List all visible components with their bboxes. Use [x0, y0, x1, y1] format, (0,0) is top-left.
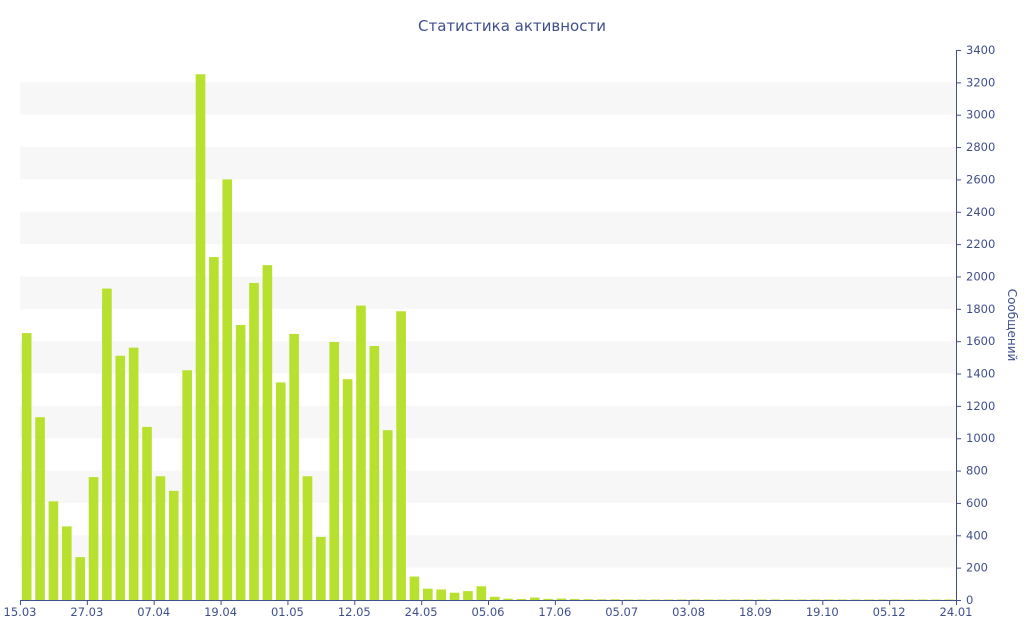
x-tick-label: 01.05: [271, 605, 304, 619]
bar: [556, 598, 567, 600]
x-tick-label: 05.07: [605, 605, 638, 619]
bar: [503, 598, 513, 600]
bar: [168, 490, 179, 600]
x-tick-label: 07.04: [137, 605, 170, 619]
bar: [155, 476, 166, 600]
bar: [489, 596, 500, 600]
x-tick-label: 19.04: [204, 605, 237, 619]
bar: [35, 417, 45, 600]
y-axis-label: Сообщений: [1005, 289, 1019, 362]
x-tick-label: 18.09: [739, 605, 772, 619]
y-tick-label: 2400: [966, 205, 995, 219]
grid-band: [20, 276, 956, 309]
bar: [128, 347, 139, 600]
bar: [115, 355, 126, 600]
bar: [102, 288, 112, 600]
grid-band: [20, 211, 956, 245]
bar: [583, 599, 594, 600]
bar: [342, 379, 353, 600]
grid-band: [20, 82, 956, 115]
bar: [275, 382, 286, 600]
y-tick-label: 600: [966, 496, 988, 510]
x-tick-label: 27.03: [70, 605, 103, 619]
y-tick-label: 1800: [966, 302, 995, 316]
x-tick-label: 24.01: [940, 605, 973, 619]
x-tick-label: 12.05: [338, 605, 371, 619]
y-tick-label: 2000: [966, 269, 995, 283]
bar: [570, 599, 580, 600]
grid-band: [20, 147, 956, 180]
y-tick-label: 1200: [966, 399, 995, 413]
bar: [356, 305, 366, 600]
bars-group: [21, 74, 955, 600]
y-tick-label: 2600: [966, 172, 995, 186]
bar: [423, 588, 433, 600]
chart-title: Статистика активности: [418, 17, 606, 35]
bar: [409, 576, 420, 600]
bar: [463, 591, 473, 600]
bar: [543, 598, 553, 600]
x-tick-label: 19.10: [806, 605, 839, 619]
x-tick-label: 17.06: [538, 605, 571, 619]
x-tick-labels: 15.03 27.03 07.04 19.04 01.05 12.05 24.05 05.06…: [4, 600, 973, 619]
x-tick-label: 15.03: [4, 605, 37, 619]
bar: [289, 333, 299, 600]
y-tick-label: 1400: [966, 367, 995, 381]
bar: [209, 257, 219, 600]
grid-band: [20, 405, 956, 439]
bar: [302, 476, 313, 600]
y-tick-label: 800: [966, 464, 988, 478]
y-tick-label: 400: [966, 528, 988, 542]
bar: [182, 370, 192, 600]
bar: [316, 536, 326, 600]
bar: [61, 526, 72, 600]
y-tick-labels: 0 200 400 600 800 1000 1200 1400 1600 1800 2000 220…: [956, 43, 995, 607]
bar: [88, 477, 99, 600]
y-tick-label: 200: [966, 561, 988, 575]
y-tick-label: 2200: [966, 237, 995, 251]
bar: [21, 333, 32, 600]
y-tick-label: 2800: [966, 140, 995, 154]
bar: [329, 341, 340, 600]
bar: [610, 599, 620, 600]
bar: [222, 179, 233, 600]
bar: [195, 74, 206, 600]
bar: [48, 501, 59, 600]
bar: [529, 597, 540, 600]
x-tick-label: 05.06: [472, 605, 505, 619]
bar: [449, 592, 460, 600]
x-tick-label: 03.08: [672, 605, 705, 619]
bar: [516, 599, 527, 600]
bar: [369, 346, 380, 600]
bar: [436, 589, 447, 600]
x-tick-label: 05.12: [873, 605, 906, 619]
y-tick-label: 3000: [966, 108, 995, 122]
bar: [249, 282, 259, 600]
y-tick-label: 1000: [966, 431, 995, 445]
y-tick-label: 3200: [966, 75, 995, 89]
bar: [75, 557, 85, 600]
grid-band: [20, 341, 956, 374]
bar: [382, 430, 393, 600]
grid-bands: [20, 82, 956, 568]
bar: [142, 426, 152, 600]
bar: [235, 325, 246, 600]
bar: [476, 586, 487, 600]
y-tick-label: 0: [966, 593, 973, 607]
bar: [262, 265, 273, 600]
x-tick-label: 24.05: [405, 605, 438, 619]
bar: [596, 599, 607, 600]
y-tick-label: 1600: [966, 334, 995, 348]
bar: [396, 311, 406, 600]
y-tick-label: 3400: [966, 43, 995, 57]
